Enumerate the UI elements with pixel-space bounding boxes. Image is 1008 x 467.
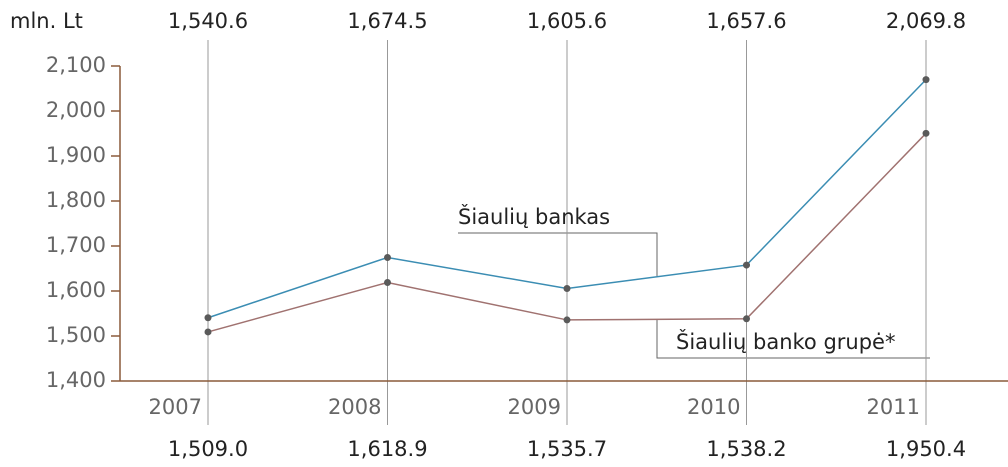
data-point <box>384 253 391 261</box>
data-point <box>384 278 391 286</box>
y-tick-label: 2,000 <box>46 98 106 122</box>
value-label: 1,674.5 <box>347 9 427 33</box>
series-label: Šiaulių bankas <box>458 204 610 229</box>
leader-line <box>458 232 658 276</box>
y-tick-label: 1,900 <box>46 143 106 167</box>
value-label: 1,618.9 <box>347 437 427 461</box>
x-tick-label: 2007 <box>149 395 202 419</box>
value-label: 1,657.6 <box>706 9 786 33</box>
data-point <box>743 261 750 269</box>
y-tick-label: 2,100 <box>46 53 106 77</box>
y-tick-label: 1,600 <box>46 278 106 302</box>
value-label: 1,950.4 <box>886 437 966 461</box>
value-label: 1,535.7 <box>527 437 607 461</box>
x-tick-label: 2008 <box>328 395 381 419</box>
annotation-leaders <box>458 232 930 359</box>
x-tick-label: 2009 <box>508 395 561 419</box>
data-point <box>204 314 212 322</box>
series-label: Šiaulių banko grupė* <box>676 329 895 354</box>
value-label: 1,605.6 <box>527 9 607 33</box>
y-tick-label: 1,400 <box>46 368 106 392</box>
y-tick-label: 1,800 <box>46 188 106 212</box>
data-point <box>922 76 930 84</box>
value-label: 2,069.8 <box>886 9 966 33</box>
x-tick-label: 2010 <box>687 395 740 419</box>
data-point <box>563 284 571 292</box>
value-label: 1,538.2 <box>706 437 786 461</box>
y-tick-label: 1,500 <box>46 323 106 347</box>
data-point <box>563 316 571 324</box>
data-point <box>204 328 212 336</box>
x-tick-label: 2011 <box>867 395 920 419</box>
value-label: 1,540.6 <box>168 9 248 33</box>
value-label: 1,509.0 <box>168 437 248 461</box>
y-tick-label: 1,700 <box>46 233 106 257</box>
data-point <box>743 315 750 323</box>
data-point <box>922 129 930 137</box>
y-axis-label: mln. Lt <box>10 9 83 33</box>
leader-line <box>656 320 930 359</box>
